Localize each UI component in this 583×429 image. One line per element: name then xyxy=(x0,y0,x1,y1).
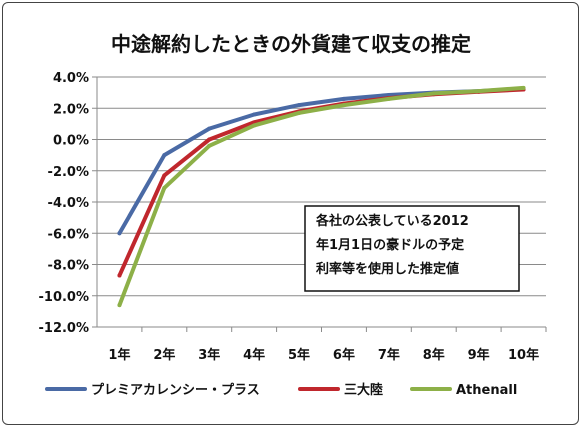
data-point xyxy=(162,173,167,178)
data-point xyxy=(341,103,346,108)
y-tick-label: -12.0% xyxy=(39,321,90,336)
legend: プレミアカレンシー・プラス 三大陸 Athenall xyxy=(45,382,517,398)
data-point xyxy=(297,103,302,108)
x-tick-label: 3年 xyxy=(198,347,220,363)
x-tick-label: 8年 xyxy=(423,347,445,363)
annotation-line-1: 各社の公表している2012 xyxy=(315,213,469,229)
data-point xyxy=(386,92,391,97)
y-tick-label: -2.0% xyxy=(48,165,89,180)
x-tick-label: 7年 xyxy=(378,347,400,363)
data-point xyxy=(117,231,122,236)
y-tick-label: 0.0% xyxy=(53,134,89,149)
legend-label: 三大陸 xyxy=(344,382,383,398)
annotation-box: 各社の公表している2012 年1月1日の豪ドルの予定 利率等を使用した推定値 xyxy=(304,205,520,292)
y-tick-label: -6.0% xyxy=(48,227,89,242)
x-tick-label: 4年 xyxy=(243,347,265,363)
x-tick-label: 9年 xyxy=(468,347,490,363)
series-line-2 xyxy=(117,85,526,308)
chart-title: 中途解約したときの外貨建て収支の推定 xyxy=(111,32,471,56)
data-point xyxy=(162,185,167,190)
data-point xyxy=(297,110,302,115)
x-tick-label: 10年 xyxy=(508,347,539,363)
x-tick-label: 6年 xyxy=(333,347,355,363)
data-point xyxy=(521,85,526,90)
y-tick-label: 2.0% xyxy=(53,102,89,117)
data-point xyxy=(252,123,257,128)
data-point xyxy=(117,303,122,308)
x-tick-label: 5年 xyxy=(288,347,310,363)
x-tick-label: 2年 xyxy=(153,347,175,363)
x-tick-label: 1年 xyxy=(108,347,130,363)
y-tick-label: 4.0% xyxy=(53,71,89,86)
y-tick-label: -8.0% xyxy=(48,259,89,274)
data-point xyxy=(431,91,436,96)
data-point xyxy=(341,96,346,101)
data-point xyxy=(386,96,391,101)
y-tick-label: -4.0% xyxy=(48,196,89,211)
data-point xyxy=(207,143,212,148)
y-axis-ticks: 4.0% 2.0% 0.0% -2.0% -4.0% -6.0% -8.0% -10.0% -1… xyxy=(39,71,97,336)
annotation-border xyxy=(304,205,520,292)
data-point xyxy=(162,153,167,158)
x-axis-ticks: 1年 2年 3年 4年 5年 6年 7年 8年 9年 10年 xyxy=(108,327,547,363)
legend-label: Athenall xyxy=(456,383,517,398)
y-tick-label: -10.0% xyxy=(39,290,90,305)
annotation-line-2: 年1月1日の豪ドルの予定 xyxy=(316,237,464,253)
data-point xyxy=(252,112,257,117)
series-lines xyxy=(117,85,526,308)
legend-label: プレミアカレンシー・プラス xyxy=(91,383,260,398)
data-point xyxy=(476,89,481,94)
annotation-line-3: 利率等を使用した推定値 xyxy=(316,261,459,277)
data-point xyxy=(207,126,212,131)
data-point xyxy=(207,137,212,142)
data-point xyxy=(117,273,122,278)
